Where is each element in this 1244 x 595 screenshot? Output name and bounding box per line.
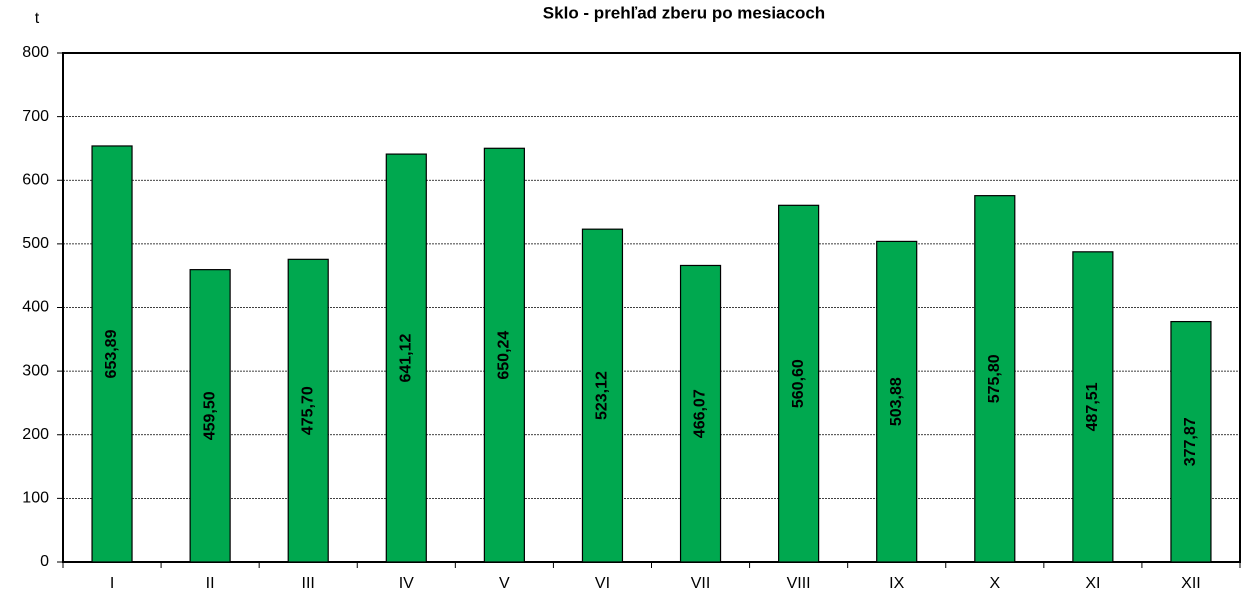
x-tick-label: V [499,575,510,592]
y-tick-label: 100 [22,490,49,507]
chart-title: Sklo - prehľad zberu po mesiacoch [543,3,825,22]
data-label: 653,89 [103,329,120,378]
bar [385,153,427,563]
x-tick-label: I [110,575,114,592]
bar [876,240,918,563]
x-tick-label: VIII [787,575,811,592]
x-tick-label: IV [399,575,414,592]
bar [483,147,525,563]
y-tick-label: 300 [22,362,49,379]
x-tick-label: VII [691,575,711,592]
data-label: 560,60 [790,359,807,408]
data-label: 487,51 [1084,382,1101,431]
y-tick-label: 0 [40,553,49,570]
data-label: 459,50 [201,391,218,440]
data-label: 466,07 [692,389,709,438]
y-tick-label: 400 [22,299,49,316]
bar [679,264,722,563]
y-tick-label: 600 [22,171,49,188]
data-label: 377,87 [1182,417,1199,466]
bar [1072,251,1114,563]
data-label: 475,70 [299,386,316,435]
bar [1170,320,1212,563]
y-tick-label: 200 [22,426,49,443]
x-tick-label: XII [1181,575,1201,592]
bar [974,195,1016,563]
y-tick-label: 500 [22,235,49,252]
x-tick-label: X [989,575,1000,592]
bar [581,228,624,563]
bar [189,269,231,563]
x-tick-label: XI [1085,575,1100,592]
data-label: 641,12 [398,333,415,382]
y-tick-label: 700 [22,108,49,125]
bar [287,258,329,563]
x-tick-label: IX [889,575,904,592]
bar [778,204,820,563]
x-tick-label: VI [595,575,610,592]
data-label: 650,24 [496,331,513,380]
bar [91,145,133,563]
data-label: 503,88 [888,377,905,426]
y-tick-label: 800 [22,44,49,61]
x-tick-label: II [206,575,215,592]
data-label: 523,12 [594,371,611,420]
x-tick-label: III [302,575,315,592]
y-axis-label: t [35,10,40,27]
data-label: 575,80 [986,354,1003,403]
